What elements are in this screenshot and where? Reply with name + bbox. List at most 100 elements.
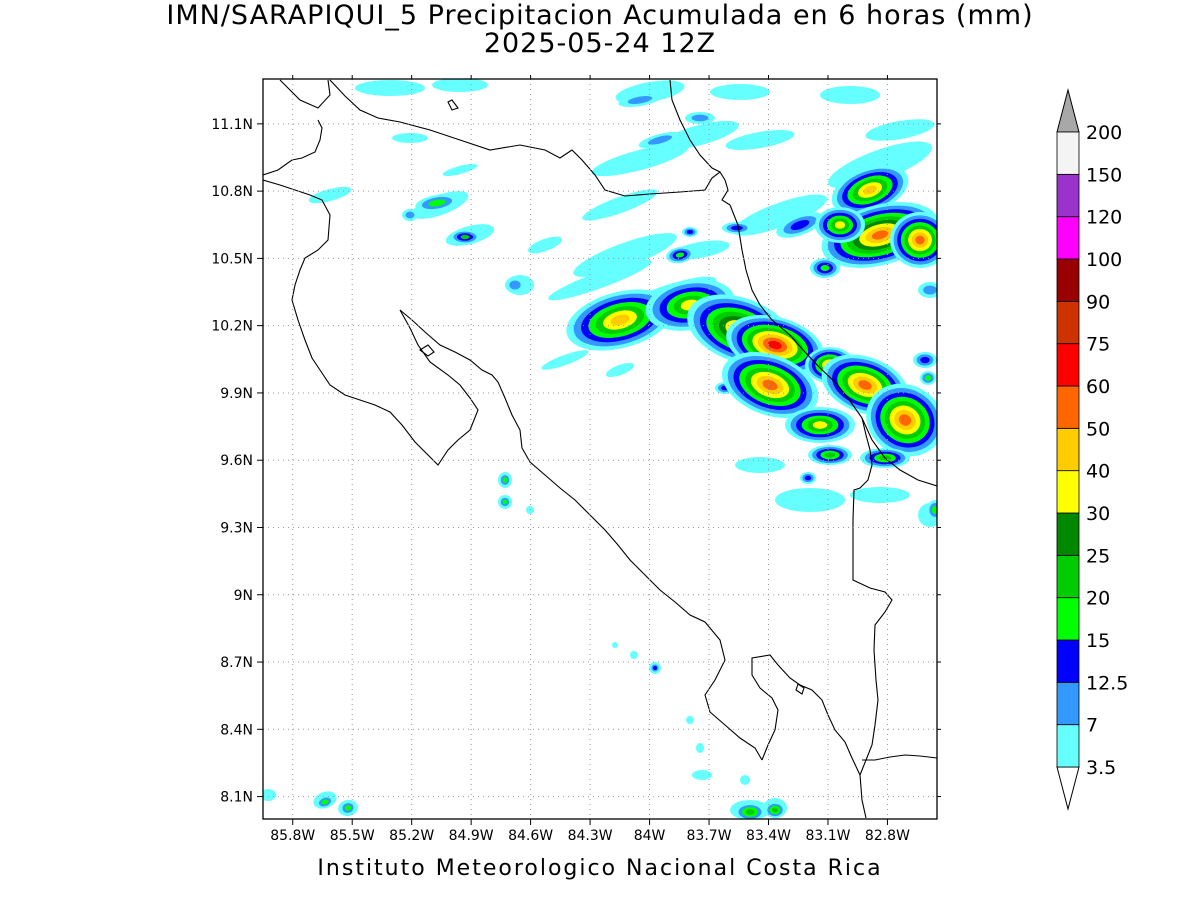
precip-contour <box>735 457 785 473</box>
precip-cell <box>548 259 652 301</box>
colorbar-label: 30 <box>1086 503 1110 525</box>
map-title: IMN/SARAPIQUI_5 Precipitacion Acumulada … <box>0 2 1200 58</box>
precip-cell <box>721 352 819 418</box>
colorbar-over-arrow <box>1056 88 1080 133</box>
precip-cell <box>355 80 425 96</box>
colorbar-bin <box>1056 597 1080 641</box>
precip-contour <box>509 280 521 290</box>
precip-contour <box>820 86 880 104</box>
precip-contour <box>863 185 877 195</box>
precip-contour <box>653 666 657 670</box>
precip-cell <box>402 209 418 221</box>
precip-contour <box>710 84 770 100</box>
precip-cell <box>722 222 752 234</box>
precip-cell <box>526 506 534 514</box>
latitude-axis: 11.1N 10.8N 10.5N 10.2N 9.9N 9.6N 9.3N 9N 8.7N 8.… <box>211 117 941 806</box>
precip-cell <box>920 371 936 385</box>
precip-cell <box>927 500 937 520</box>
precip-contour <box>605 363 635 377</box>
precip-contour <box>745 809 755 815</box>
colorbar-bin <box>1056 554 1080 599</box>
colorbar-under-arrow <box>1056 766 1080 811</box>
precip-contour <box>865 119 935 141</box>
precip-cell <box>612 642 618 648</box>
lat-tick-label: 10.5N <box>211 251 253 267</box>
precip-contour <box>526 506 534 514</box>
colorbar-label: 75 <box>1086 334 1110 356</box>
precip-contour <box>931 506 937 514</box>
colorbar-bin <box>1056 512 1080 556</box>
precip-contour <box>762 379 778 391</box>
precip-contour <box>686 716 694 724</box>
precip-contour <box>692 770 712 780</box>
colorbar-label: 25 <box>1086 545 1110 567</box>
precip-cell <box>666 246 694 264</box>
precip-cell <box>710 84 770 100</box>
precip-contour <box>263 789 276 801</box>
precip-cell <box>505 277 525 293</box>
colorbar-bin <box>1056 343 1080 387</box>
colorbar-label: 200 <box>1086 122 1122 144</box>
precip-cell <box>316 795 334 809</box>
colorbar-label: 100 <box>1086 249 1122 271</box>
precip-contour <box>661 120 739 150</box>
precip-contour <box>804 475 812 481</box>
precip-cell <box>735 457 785 473</box>
precip-contour <box>696 743 704 753</box>
precip-contour <box>582 189 658 221</box>
precip-cell <box>432 79 488 92</box>
precip-cell <box>685 112 715 124</box>
precip-cell <box>308 186 352 204</box>
precip-cell <box>740 775 750 785</box>
precip-cell <box>566 289 674 351</box>
colorbar-label: 40 <box>1086 461 1110 483</box>
precip-cell <box>682 227 698 237</box>
precip-contour <box>871 230 889 240</box>
precip-cell <box>775 488 845 512</box>
precip-cell <box>442 163 478 177</box>
precip-contour <box>355 80 425 96</box>
precip-contour <box>591 143 689 177</box>
precip-contour <box>725 130 795 150</box>
precip-contour <box>923 285 937 295</box>
lat-tick-label: 9.6N <box>220 453 253 469</box>
lat-tick-label: 10.8N <box>211 184 253 200</box>
lon-tick-label: 83.4W <box>746 828 791 844</box>
precip-contour <box>392 133 428 143</box>
colorbar-label: 20 <box>1086 588 1110 610</box>
lat-tick-label: 10.2N <box>211 319 253 335</box>
precip-contour <box>850 487 910 503</box>
colorbar-bin <box>1056 639 1080 683</box>
precip-contour <box>775 488 845 512</box>
precip-cell <box>732 194 828 236</box>
precip-cell <box>591 143 689 177</box>
colorbar-bin <box>1056 681 1080 726</box>
precip-contour <box>460 234 470 240</box>
precip-cell <box>415 194 459 212</box>
precip-cell <box>696 743 704 753</box>
lon-tick-label: 82.8W <box>865 828 910 844</box>
lon-tick-label: 85.5W <box>330 828 375 844</box>
precip-cell <box>800 472 816 484</box>
colorbar: 3.5 7 12.5 15 20 25 30 40 50 60 75 90 100 120 150 200 <box>1056 88 1128 811</box>
precip-contour <box>321 799 329 805</box>
precip-contour <box>924 375 932 381</box>
precip-contour <box>768 340 782 350</box>
precip-cell <box>573 233 677 277</box>
precip-contour <box>820 264 830 272</box>
precip-contour <box>812 421 828 429</box>
precip-contour <box>731 225 743 231</box>
precip-cell <box>499 496 511 508</box>
precip-contour <box>428 199 446 207</box>
precip-contour <box>732 194 828 236</box>
precip-contour <box>790 219 810 231</box>
precip-contour <box>691 114 709 122</box>
precip-contour <box>630 651 638 659</box>
precip-contour <box>442 163 478 177</box>
lat-tick-label: 8.4N <box>220 722 253 738</box>
lon-tick-label: 84W <box>634 828 666 844</box>
precip-contour <box>541 350 589 370</box>
colorbar-label: 12.5 <box>1086 672 1128 694</box>
lon-tick-label: 85.2W <box>389 828 434 844</box>
colorbar-bin <box>1056 300 1080 345</box>
